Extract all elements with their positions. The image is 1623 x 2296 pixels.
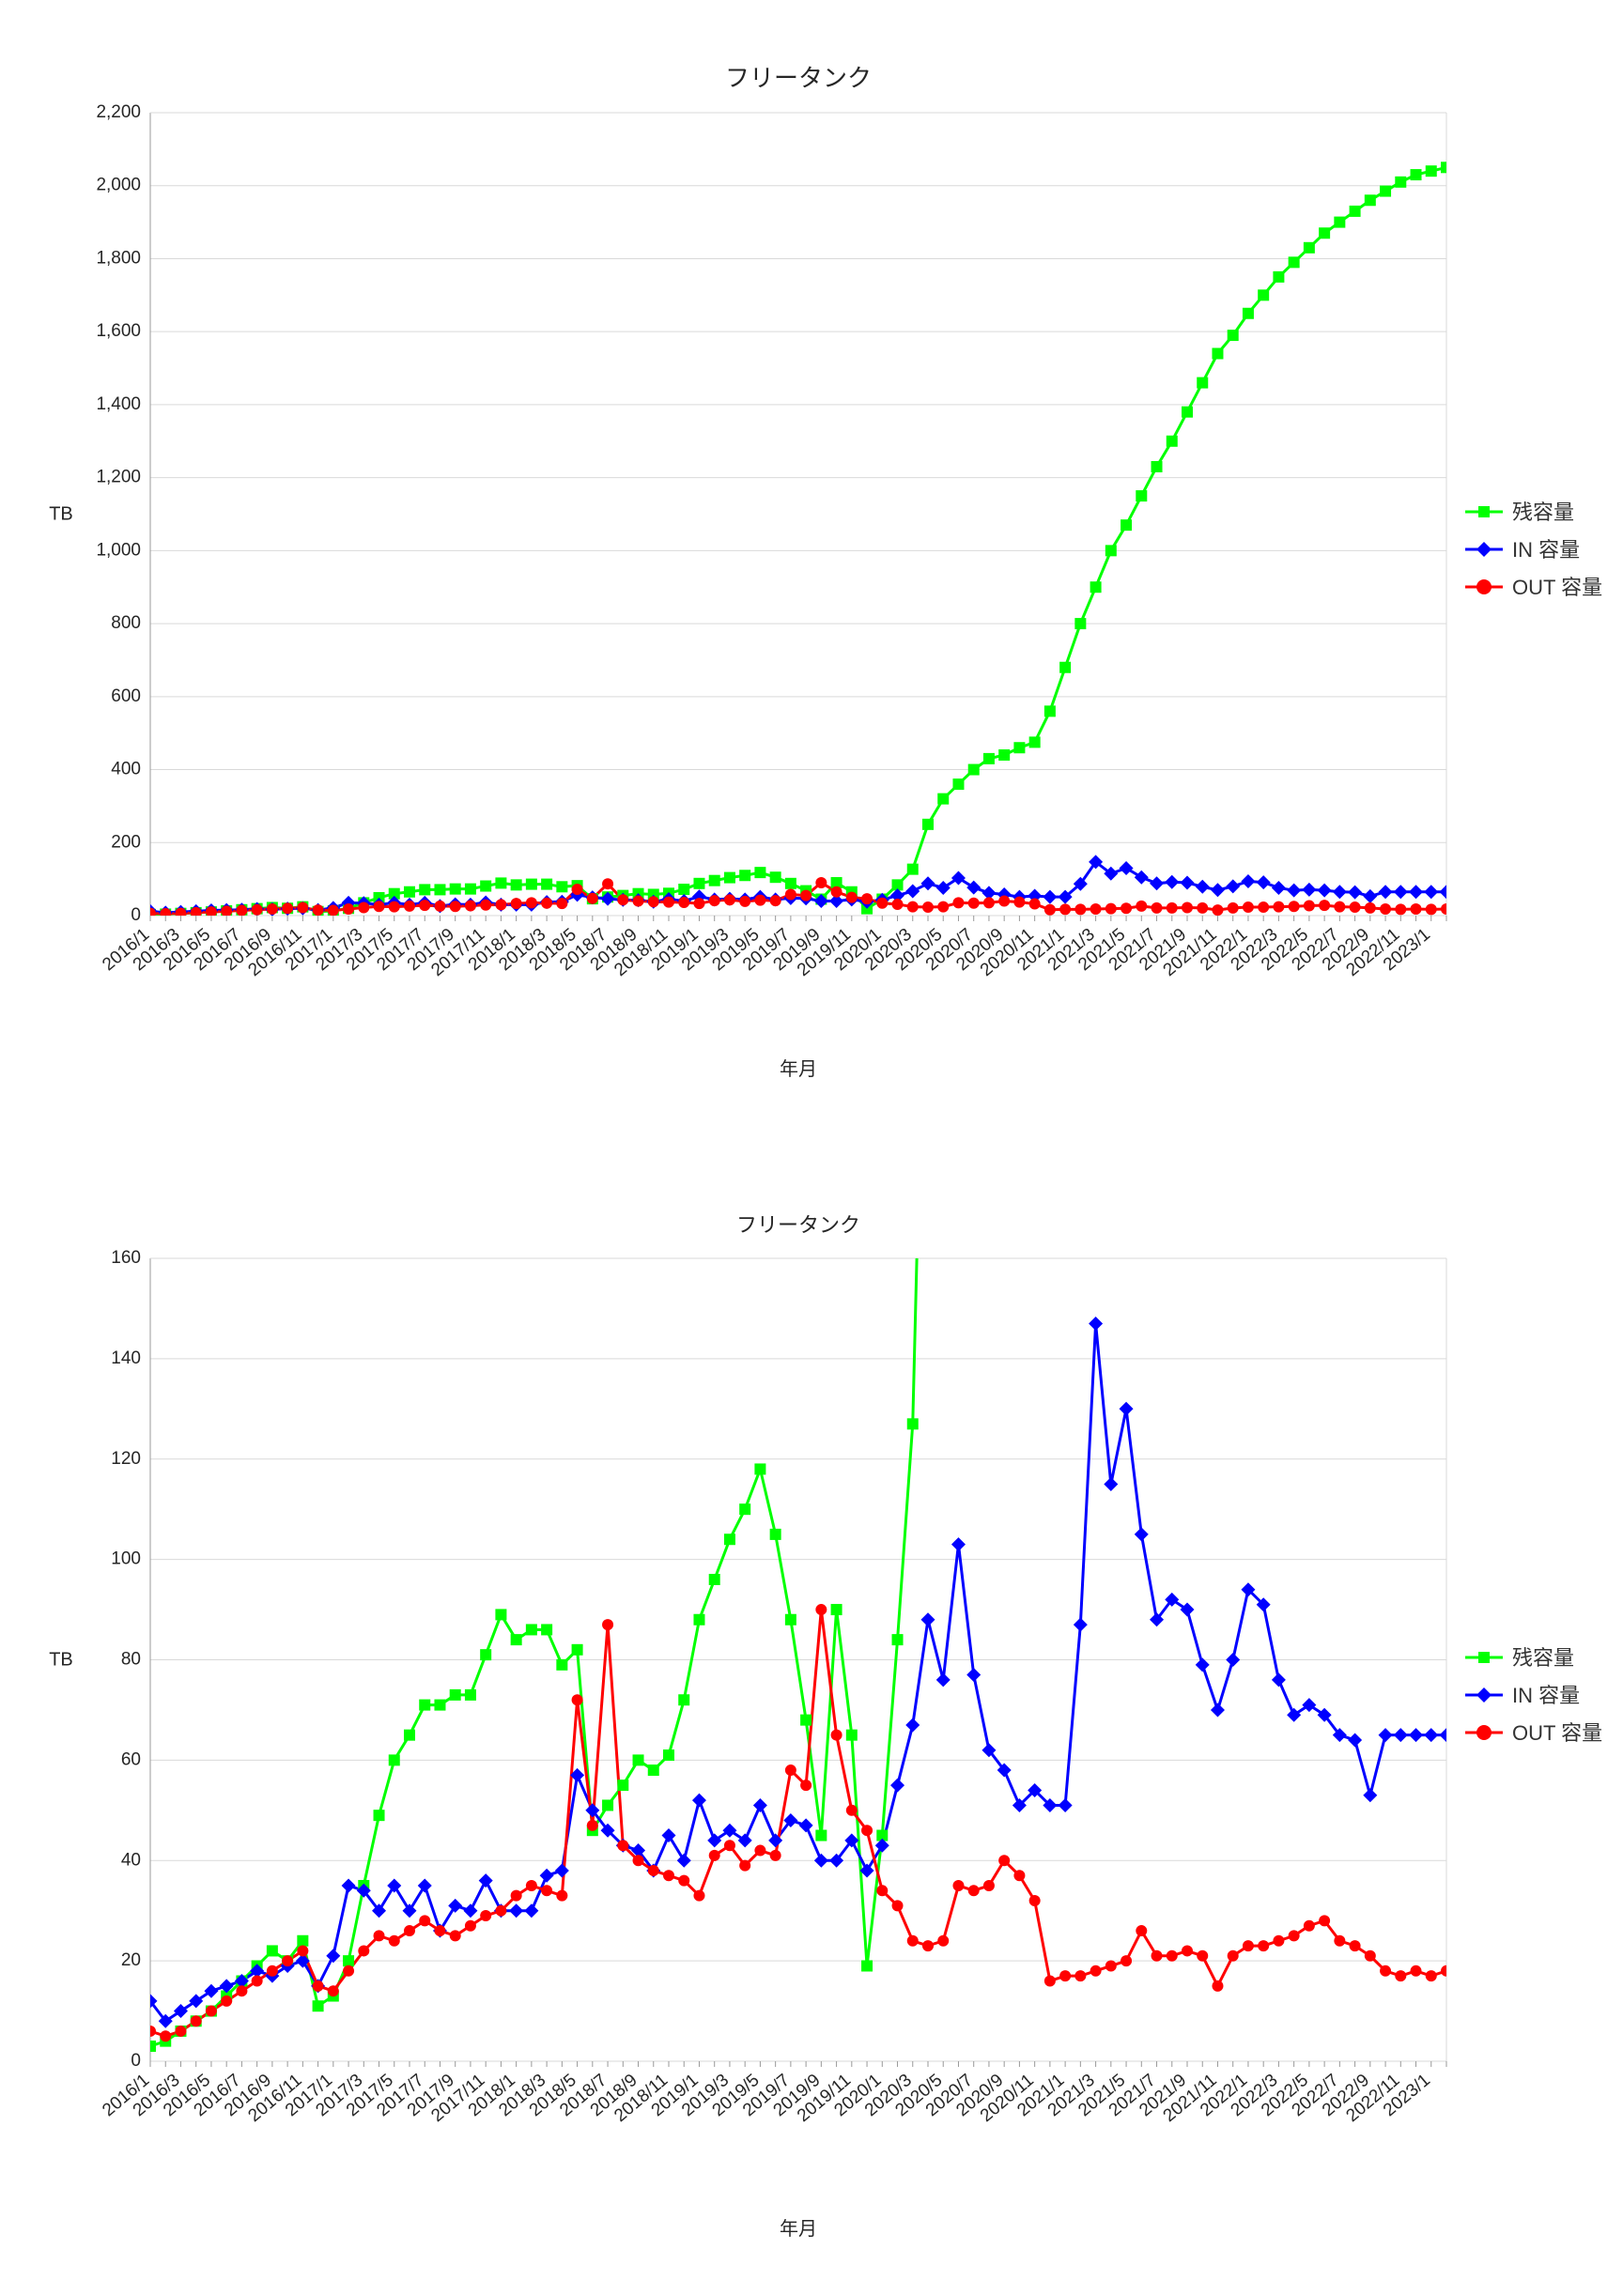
svg-text:60: 60 [121, 1749, 141, 1769]
svg-text:1,000: 1,000 [96, 540, 141, 560]
svg-text:400: 400 [111, 760, 141, 779]
svg-text:OUT 容量: OUT 容量 [1512, 576, 1602, 599]
svg-text:1,400: 1,400 [96, 394, 141, 414]
svg-text:TB: TB [49, 504, 73, 525]
svg-text:800: 800 [111, 613, 141, 633]
svg-text:160: 160 [111, 1248, 141, 1268]
svg-text:120: 120 [111, 1449, 141, 1469]
svg-text:残容量: 残容量 [1512, 1646, 1574, 1670]
svg-text:1,800: 1,800 [96, 248, 141, 268]
svg-text:200: 200 [111, 832, 141, 852]
svg-text:2,200: 2,200 [96, 102, 141, 122]
svg-text:OUT 容量: OUT 容量 [1512, 1721, 1602, 1745]
svg-text:IN 容量: IN 容量 [1512, 538, 1580, 562]
svg-text:残容量: 残容量 [1512, 501, 1574, 524]
svg-text:100: 100 [111, 1549, 141, 1569]
svg-text:2,000: 2,000 [96, 176, 141, 195]
svg-text:TB: TB [49, 1650, 73, 1671]
svg-text:年月: 年月 [780, 2218, 817, 2240]
svg-text:600: 600 [111, 686, 141, 706]
svg-text:140: 140 [111, 1348, 141, 1368]
svg-text:年月: 年月 [780, 1058, 817, 1080]
svg-text:20: 20 [121, 1950, 141, 1970]
svg-text:80: 80 [121, 1650, 141, 1670]
svg-text:フリータンク: フリータンク [725, 64, 872, 92]
svg-text:1,600: 1,600 [96, 321, 141, 341]
svg-text:フリータンク: フリータンク [736, 1213, 860, 1237]
svg-text:IN 容量: IN 容量 [1512, 1684, 1580, 1707]
svg-text:1,200: 1,200 [96, 468, 141, 487]
svg-text:40: 40 [121, 1850, 141, 1870]
svg-text:0: 0 [131, 905, 141, 925]
svg-text:0: 0 [131, 2051, 141, 2071]
